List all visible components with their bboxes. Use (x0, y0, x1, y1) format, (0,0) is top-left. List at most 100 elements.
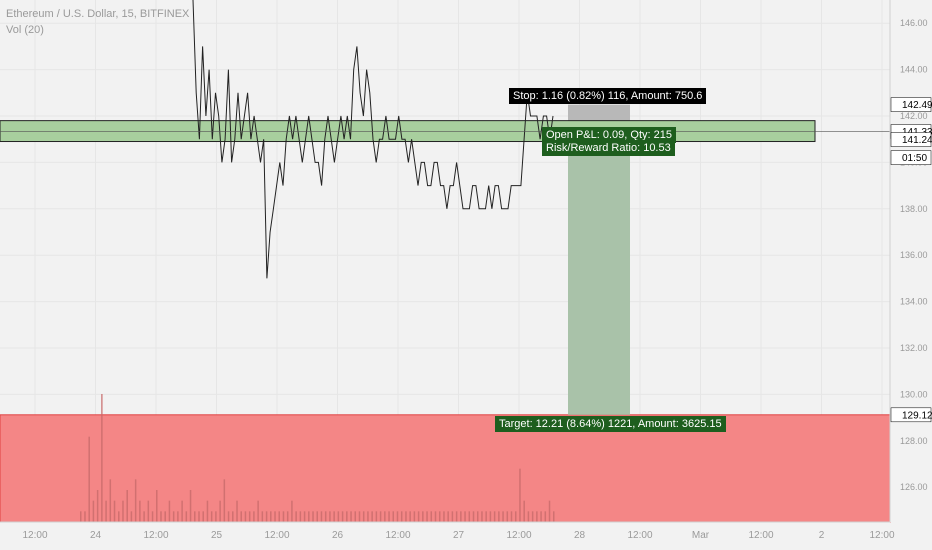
volume-bar (316, 511, 318, 522)
volume-bar (341, 511, 344, 522)
volume-bar (320, 511, 323, 522)
volume-bar (299, 511, 302, 522)
volume-bar (151, 511, 154, 522)
price-tick-label: 136.00 (900, 250, 928, 260)
volume-bar (236, 500, 238, 522)
volume-bars (80, 394, 555, 522)
volume-bar (92, 500, 95, 522)
volume-bar (536, 511, 538, 522)
volume-indicator-label[interactable]: Vol (20) (6, 24, 44, 36)
volume-bar (396, 511, 399, 522)
volume-bar (489, 511, 492, 522)
volume-bar (172, 511, 175, 522)
stop-label-box: Stop: 1.16 (0.82%) 116, Amount: 750.6 (509, 88, 707, 104)
volume-bar (194, 511, 196, 522)
volume-bar (156, 490, 158, 522)
volume-bar (139, 500, 141, 522)
volume-bar (185, 511, 188, 522)
volume-bar (219, 500, 221, 522)
time-tick-label: 28 (574, 530, 586, 541)
volume-bar (434, 511, 437, 522)
volume-bar (405, 511, 407, 522)
price-tag-bg-countdown (890, 150, 932, 165)
volume-bar (350, 511, 352, 522)
volume-bar (147, 500, 150, 522)
time-tick-label: 12:00 (385, 530, 410, 541)
volume-bar (417, 511, 420, 522)
volume-bar (232, 511, 234, 522)
volume-bar (540, 511, 542, 522)
price-tick-label: 142.00 (900, 111, 928, 121)
volume-bar (502, 511, 504, 522)
price-tag-countdown: 01:50 (902, 153, 927, 164)
price-tick-label: 126.00 (900, 482, 928, 492)
volume-bar (253, 511, 255, 522)
volume-bar (422, 511, 424, 522)
volume-bar (324, 511, 327, 522)
volume-bar (438, 511, 441, 522)
volume-bar (270, 511, 272, 522)
volume-bar (392, 511, 395, 522)
volume-bar (130, 511, 133, 522)
time-axis[interactable]: 12:00 24 12:00 25 12:00 26 12:00 27 12:00 28 12:00… (22, 530, 894, 541)
volume-bar (367, 511, 369, 522)
volume-bar (198, 511, 200, 522)
volume-bar (134, 479, 137, 522)
time-tick-label: 24 (90, 530, 102, 541)
price-tag-bg-entry (890, 132, 932, 147)
price-tick-label: 138.00 (900, 204, 928, 214)
volume-bar (384, 511, 386, 522)
volume-bar (84, 511, 86, 522)
time-tick-label: 27 (453, 530, 465, 541)
volume-bar (227, 511, 230, 522)
volume-bar (464, 511, 466, 522)
price-tag-target: 129.12 (902, 410, 932, 421)
volume-bar (105, 500, 107, 522)
volume-bar (118, 511, 120, 522)
volume-bar (329, 511, 331, 522)
volume-bar (455, 511, 458, 522)
volume-bar (312, 511, 314, 522)
volume-bar (88, 436, 90, 522)
volume-bar (493, 511, 496, 522)
volume-bar (286, 511, 289, 522)
volume-bar (476, 511, 479, 522)
price-tick-label: 132.00 (900, 343, 928, 353)
volume-bar (354, 511, 357, 522)
volume-bar (548, 500, 551, 522)
volume-bar (215, 511, 217, 522)
volume-bar (80, 511, 82, 522)
target-zone (0, 414, 891, 523)
volume-bar (278, 511, 280, 522)
volume-bar (443, 511, 445, 522)
volume-bar (177, 511, 179, 522)
profit-zone (568, 133, 630, 415)
volume-bar (274, 511, 276, 522)
volume-bar (265, 511, 268, 522)
price-tick-label: 130.00 (900, 389, 928, 399)
volume-bar (189, 490, 192, 522)
price-tick-label: 128.00 (900, 436, 928, 446)
volume-bar (468, 511, 471, 522)
time-tick-label: 12:00 (748, 530, 773, 541)
volume-bar (295, 511, 297, 522)
time-tick-label: 12:00 (22, 530, 47, 541)
symbol-title: Ethereum / U.S. Dollar, 15, BITFINEX (6, 8, 190, 20)
support-zone[interactable] (0, 120, 816, 143)
volume-bar (206, 500, 209, 522)
time-tick-label: 2 (819, 530, 825, 541)
volume-bar (308, 511, 310, 522)
volume-bar (202, 511, 204, 522)
volume-bar (101, 394, 103, 522)
volume-bar (451, 511, 454, 522)
volume-bar (388, 511, 390, 522)
volume-bar (96, 490, 99, 522)
volume-bar (362, 511, 365, 522)
volume-bar (337, 511, 340, 522)
open-pnl-label: Open P&L: 0.09, Qty: 215 (542, 127, 676, 143)
volume-bar (531, 511, 534, 522)
volume-bar (481, 511, 483, 522)
volume-bar (113, 500, 116, 522)
volume-bar (257, 500, 259, 522)
